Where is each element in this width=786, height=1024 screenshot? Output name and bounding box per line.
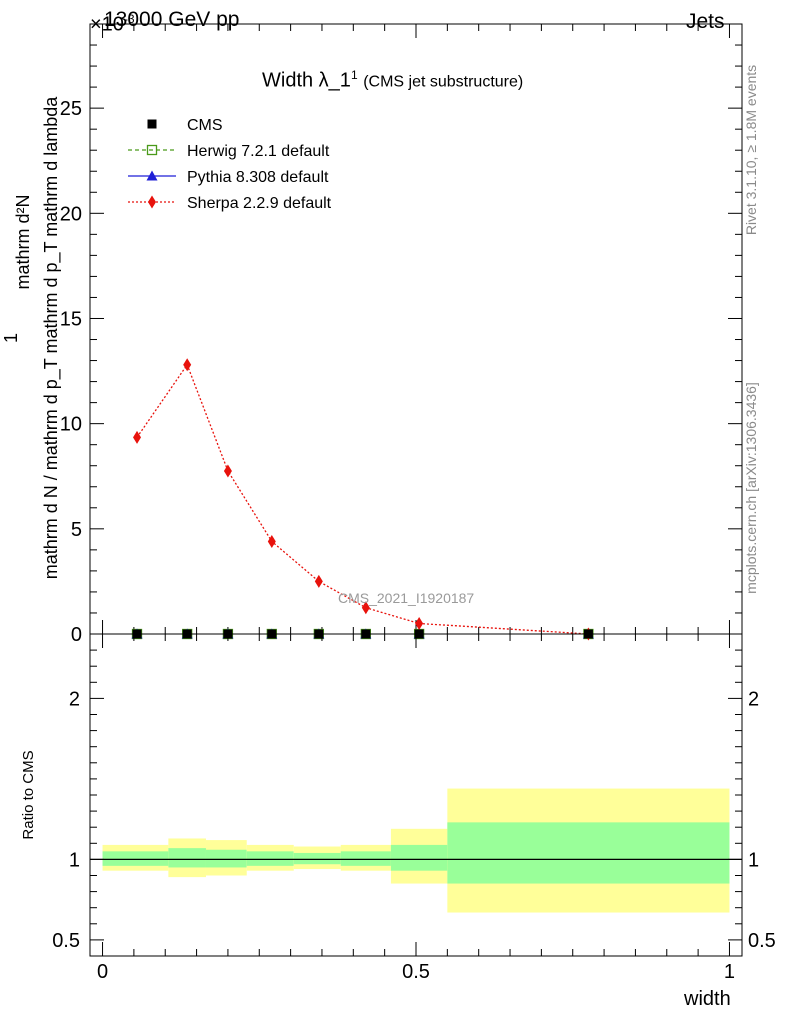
main-ytick-label-5: 25 (60, 98, 82, 120)
point-diamond-0 (133, 430, 142, 444)
header-right: Jets (686, 10, 725, 33)
legend-marker-0 (147, 119, 157, 129)
legend-label-2: Pythia 8.308 default (187, 169, 329, 186)
legend-marker-3 (148, 195, 156, 209)
plot-title: Width λ_11 (CMS jet substructure) (262, 68, 523, 93)
legend-marker-2 (146, 170, 158, 181)
legend-label-0: CMS (187, 117, 223, 134)
point-diamond-4 (314, 574, 323, 588)
plot-title-text: Width λ_1 (262, 69, 351, 92)
point-diamond-1 (183, 358, 192, 372)
ratio-ytick-label-left-0: 0.5 (52, 930, 80, 952)
plot-title-sup: 1 (350, 68, 358, 82)
main-plot: 0 5 10 15 20 25 CMS Herwig 7.2.1 default Pythia … (60, 23, 743, 646)
legend-marker-1 (146, 144, 158, 156)
main-ytick-label-2: 10 (60, 414, 82, 436)
point-diamond-5 (361, 601, 370, 615)
ratio-plot: 0 0.5 1 0.5 0.5 1 1 2 2 (52, 633, 776, 983)
ratio-xtick-label-0: 0 (97, 961, 108, 983)
point-diamond-6 (415, 616, 424, 630)
ylabel-denominator: mathrm d N / mathrm d p_T mathrm d p_T m… (41, 96, 61, 580)
main-ytick-label-0: 0 (71, 624, 82, 646)
main-frame (89, 23, 743, 635)
ratio-inner-band-0 (102, 851, 169, 866)
rivet-label: Rivet 3.1.10, ≥ 1.8M events (743, 64, 759, 236)
ratio-ylabel-text: Ratio to CMS (20, 750, 37, 840)
ratio-ytick-label-right-2: 2 (748, 688, 759, 710)
main-ytick-label-3: 15 (60, 308, 82, 330)
plot-subtitle: (CMS jet substructure) (363, 73, 524, 91)
main-ytick-label-4: 20 (60, 203, 82, 225)
ratio-ytick-label-left-2: 2 (69, 688, 80, 710)
ratio-ytick-label-right-1: 1 (748, 849, 759, 871)
ratio-xtick-label-1: 0.5 (402, 961, 430, 983)
ratio-xtick-label-2: 1 (724, 961, 735, 983)
header-left: 13000 GeV pp (104, 8, 240, 31)
ratio-inner-band-5 (340, 851, 391, 866)
legend-label-3: Sherpa 2.2.9 default (187, 195, 332, 212)
exponent-power: -3 (123, 12, 135, 26)
exponent-label: ×10-3 (90, 12, 135, 37)
analysis-watermark: CMS_2021_I1920187 (338, 590, 475, 606)
ratio-ylabel: Ratio to CMS (20, 735, 40, 855)
ratio-inner-band-3 (246, 851, 294, 866)
ratio-inner-band-7 (447, 822, 730, 884)
mcplots-label: mcplots.cern.ch [arXiv:1306.3436] (743, 382, 759, 594)
ylabel-top: mathrm d²N (13, 112, 37, 372)
x-axis-label: width (684, 988, 731, 1010)
main-ytick-label-1: 5 (71, 519, 82, 541)
exponent-base: ×10 (90, 13, 124, 36)
ratio-ytick-label-left-1: 1 (69, 849, 80, 871)
ratio-inner-band-1 (168, 848, 206, 868)
legend-label-1: Herwig 7.2.1 default (187, 143, 330, 160)
point-diamond-3 (267, 534, 276, 548)
ratio-ytick-label-right-0: 0.5 (748, 930, 776, 952)
ylabel-top-text: mathrm d²N (13, 194, 33, 290)
ratio-inner-band-6 (390, 844, 448, 871)
ratio-inner-band-2 (205, 849, 247, 868)
point-diamond-2 (223, 464, 232, 478)
ratio-inner-band-4 (293, 852, 341, 865)
